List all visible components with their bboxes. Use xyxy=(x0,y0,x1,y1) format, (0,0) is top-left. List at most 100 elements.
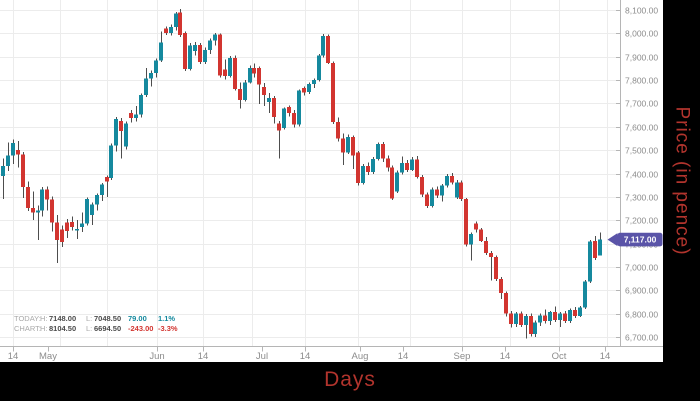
candle[interactable] xyxy=(75,220,79,239)
candle[interactable] xyxy=(420,174,424,197)
candle[interactable] xyxy=(257,66,261,104)
candle[interactable] xyxy=(410,157,414,172)
candle[interactable] xyxy=(238,82,242,109)
candle[interactable] xyxy=(445,173,449,188)
candle[interactable] xyxy=(578,306,582,318)
candle[interactable] xyxy=(346,134,350,154)
candle[interactable] xyxy=(504,291,508,317)
candle[interactable] xyxy=(479,228,483,243)
candle[interactable] xyxy=(218,33,222,78)
candle[interactable] xyxy=(16,140,20,168)
candle[interactable] xyxy=(272,95,276,124)
candle[interactable] xyxy=(459,180,463,202)
candle[interactable] xyxy=(519,311,523,328)
candle[interactable] xyxy=(469,232,473,261)
candle[interactable] xyxy=(336,117,340,142)
candle[interactable] xyxy=(400,156,404,175)
candle[interactable] xyxy=(317,53,321,82)
candle[interactable] xyxy=(45,186,49,211)
candle[interactable] xyxy=(415,156,419,179)
candle[interactable] xyxy=(193,42,197,56)
candle[interactable] xyxy=(474,221,478,233)
candle[interactable] xyxy=(178,8,182,37)
candle[interactable] xyxy=(588,240,592,283)
candle[interactable] xyxy=(494,255,498,281)
candle[interactable] xyxy=(119,117,123,159)
candle[interactable] xyxy=(223,59,227,80)
candle[interactable] xyxy=(282,107,286,130)
candle[interactable] xyxy=(85,197,89,226)
candle[interactable] xyxy=(543,309,547,324)
candle[interactable] xyxy=(80,212,84,232)
candle[interactable] xyxy=(100,182,104,202)
candle[interactable] xyxy=(366,162,370,175)
candle[interactable] xyxy=(139,93,143,118)
candle[interactable] xyxy=(302,86,306,96)
candle[interactable] xyxy=(267,92,271,113)
candle[interactable] xyxy=(450,173,454,185)
candle[interactable] xyxy=(262,82,266,107)
candle[interactable] xyxy=(361,164,365,185)
candle[interactable] xyxy=(386,155,390,172)
candle[interactable] xyxy=(312,78,316,89)
candle[interactable] xyxy=(1,158,5,200)
candle[interactable] xyxy=(455,180,459,200)
candle[interactable] xyxy=(174,11,178,31)
candle[interactable] xyxy=(198,43,202,65)
candle[interactable] xyxy=(248,65,252,84)
candle[interactable] xyxy=(489,251,493,281)
candle[interactable] xyxy=(95,193,99,211)
candle[interactable] xyxy=(65,219,69,238)
candle[interactable] xyxy=(31,191,35,221)
candle[interactable] xyxy=(563,310,567,323)
candle[interactable] xyxy=(499,277,503,300)
candle[interactable] xyxy=(341,133,345,165)
candlestick-chart[interactable]: 8,100.00 8,000.00 7,900.00 7,800.00 7,700.00… xyxy=(0,0,663,362)
candle[interactable] xyxy=(425,192,429,209)
candle[interactable] xyxy=(287,105,291,117)
candle[interactable] xyxy=(331,61,335,124)
candle[interactable] xyxy=(558,311,562,328)
candle[interactable] xyxy=(395,170,399,194)
candle[interactable] xyxy=(159,31,163,62)
candle[interactable] xyxy=(514,311,518,328)
candle[interactable] xyxy=(50,196,54,232)
candle[interactable] xyxy=(213,32,217,46)
candle[interactable] xyxy=(203,47,207,65)
candle[interactable] xyxy=(188,43,192,71)
candle[interactable] xyxy=(60,225,64,248)
candle[interactable] xyxy=(6,142,10,172)
candle[interactable] xyxy=(440,184,444,202)
candle[interactable] xyxy=(252,63,256,78)
candle[interactable] xyxy=(524,314,528,339)
candle[interactable] xyxy=(326,34,330,65)
candle[interactable] xyxy=(134,106,138,122)
candle[interactable] xyxy=(356,151,360,186)
candle[interactable] xyxy=(183,31,187,72)
candle[interactable] xyxy=(164,26,168,36)
candle[interactable] xyxy=(529,313,533,337)
candle[interactable] xyxy=(351,135,355,169)
candle[interactable] xyxy=(381,142,385,162)
candle[interactable] xyxy=(568,308,572,323)
candle[interactable] xyxy=(11,139,15,165)
candle[interactable] xyxy=(124,121,128,150)
candle[interactable] xyxy=(70,216,74,231)
candles-layer[interactable] xyxy=(1,8,602,339)
candle[interactable] xyxy=(548,310,552,325)
candle[interactable] xyxy=(553,306,557,322)
candle[interactable] xyxy=(464,197,468,247)
candle[interactable] xyxy=(36,205,40,241)
candle[interactable] xyxy=(40,187,44,217)
candle[interactable] xyxy=(90,202,94,225)
candle[interactable] xyxy=(169,24,173,36)
candle[interactable] xyxy=(228,56,232,78)
candle[interactable] xyxy=(154,58,158,78)
candle[interactable] xyxy=(55,215,59,263)
candle[interactable] xyxy=(233,55,237,91)
candle[interactable] xyxy=(292,109,296,128)
candle[interactable] xyxy=(573,307,577,318)
candle[interactable] xyxy=(321,33,325,58)
candle[interactable] xyxy=(109,143,113,181)
candle[interactable] xyxy=(538,313,542,326)
